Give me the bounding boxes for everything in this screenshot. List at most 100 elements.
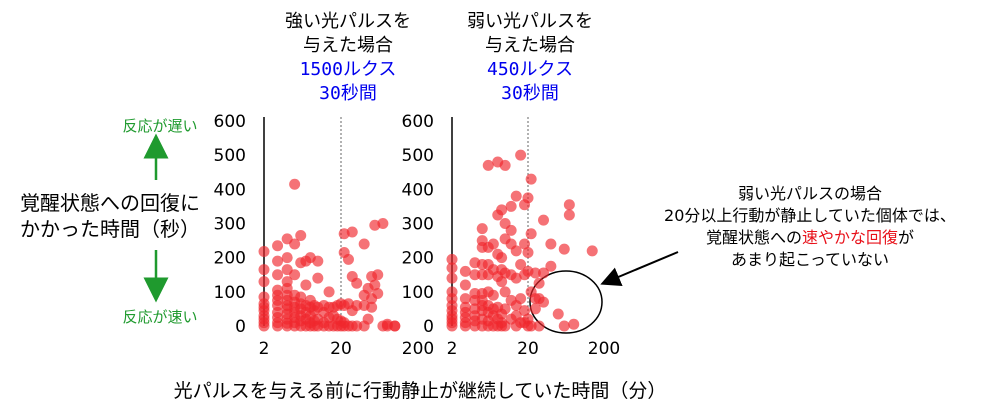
- panel-1-lux: 1500ルクス: [299, 59, 397, 80]
- data-point: [272, 255, 284, 267]
- data-point: [568, 318, 580, 330]
- y-tick-label: 400: [402, 180, 434, 200]
- data-point: [459, 293, 471, 305]
- panel-1-title-line-1: 強い光パルスを: [285, 11, 411, 32]
- data-point: [538, 296, 550, 308]
- data-point: [533, 320, 545, 332]
- data-point: [258, 276, 270, 288]
- data-point: [272, 240, 284, 252]
- x-tick-label: 2: [447, 339, 458, 359]
- y-tick-label: 300: [402, 215, 434, 235]
- data-point: [563, 199, 575, 211]
- y-tick-label: 500: [402, 146, 434, 166]
- scatter-panel-2: 0 100 200 300 400 500 600 2 20 200: [402, 112, 621, 359]
- data-point: [529, 303, 541, 315]
- data-point: [496, 276, 508, 288]
- data-point: [558, 243, 570, 255]
- annotation-line-1: 弱い光パルスの場合: [737, 184, 882, 203]
- x-tick-label: 200: [402, 339, 434, 359]
- panel-2-title-line-2: 与えた場合: [485, 35, 575, 56]
- data-point: [525, 320, 537, 332]
- data-point: [351, 277, 363, 289]
- data-point: [281, 252, 293, 264]
- y-tick-label: 600: [214, 112, 246, 132]
- data-point: [505, 200, 517, 212]
- data-point: [372, 269, 384, 281]
- data-point: [323, 286, 335, 298]
- data-point: [258, 246, 270, 258]
- data-point: [558, 320, 570, 332]
- panel-1-title-line-2: 与えた場合: [303, 35, 393, 56]
- panel-2-title-line-1: 弱い光パルスを: [467, 11, 593, 32]
- data-point: [510, 245, 522, 257]
- data-point: [487, 238, 499, 250]
- highlight-circle: [529, 270, 603, 334]
- annotation-line-2: 20分以上行動が静止していた個体では、: [664, 206, 956, 225]
- y-tick-label: 0: [235, 317, 246, 337]
- annotation-line-3: 覚醒状態への速やかな回復が: [640, 227, 980, 249]
- data-point: [476, 223, 488, 235]
- y-tick-label: 100: [402, 283, 434, 303]
- y-tick-label: 0: [423, 317, 434, 337]
- data-point: [295, 229, 307, 241]
- y-tick-label: 400: [214, 180, 246, 200]
- data-point: [389, 320, 401, 332]
- data-point: [515, 259, 527, 270]
- data-point: [312, 272, 324, 284]
- data-point: [342, 253, 354, 265]
- panel-2-duration: 30秒間: [501, 83, 559, 104]
- y-axis-label-line-2: かかった時間（秒）: [20, 217, 200, 241]
- annotation-line-3-end: が: [898, 228, 915, 247]
- data-point: [525, 173, 537, 185]
- data-point: [510, 272, 522, 284]
- data-point: [281, 276, 293, 288]
- data-point: [538, 267, 550, 279]
- data-point: [510, 190, 522, 202]
- data-point: [563, 209, 575, 221]
- data-point: [515, 149, 527, 161]
- data-point: [366, 301, 378, 313]
- data-point: [487, 289, 499, 301]
- slow-response-note: 反応が遅い: [122, 117, 198, 135]
- data-point: [372, 288, 384, 300]
- panel-1-duration: 30秒間: [319, 83, 377, 104]
- y-tick-label: 500: [214, 146, 246, 166]
- x-tick-label: 2: [259, 339, 270, 359]
- y-axis-label: 覚醒状態への回復に かかった時間（秒）: [5, 190, 215, 242]
- data-point: [459, 265, 471, 277]
- data-point: [312, 255, 324, 267]
- panel-2-lux: 450ルクス: [487, 59, 573, 80]
- data-point: [289, 269, 301, 281]
- data-point: [499, 286, 511, 298]
- data-point: [499, 159, 511, 171]
- data-point: [295, 291, 307, 303]
- y-tick-label: 300: [214, 215, 246, 235]
- data-point: [538, 214, 550, 226]
- data-point: [519, 305, 531, 317]
- data-point: [258, 264, 270, 276]
- data-point: [446, 262, 458, 274]
- annotation-line-4: あまり起こっていない: [730, 250, 890, 269]
- data-point: [377, 218, 389, 229]
- data-point: [496, 252, 508, 264]
- data-point: [505, 224, 517, 236]
- data-point: [533, 277, 545, 289]
- data-point: [519, 238, 531, 250]
- data-point: [369, 279, 381, 291]
- x-tick-label: 20: [517, 339, 539, 359]
- data-point: [545, 260, 557, 272]
- data-point: [459, 301, 471, 313]
- data-point: [522, 247, 534, 259]
- data-point: [515, 293, 527, 305]
- data-point: [272, 284, 284, 296]
- data-point: [258, 291, 270, 303]
- data-point: [358, 238, 370, 250]
- annotation-line-3-start: 覚醒状態への: [705, 228, 802, 247]
- data-point: [552, 308, 564, 320]
- data-point: [529, 267, 541, 279]
- annotation-highlight-2: 回復: [866, 228, 899, 247]
- data-point: [346, 226, 358, 238]
- data-point: [362, 313, 374, 325]
- panel-2-title: 弱い光パルスを 与えた場合 450ルクス 30秒間: [430, 10, 630, 106]
